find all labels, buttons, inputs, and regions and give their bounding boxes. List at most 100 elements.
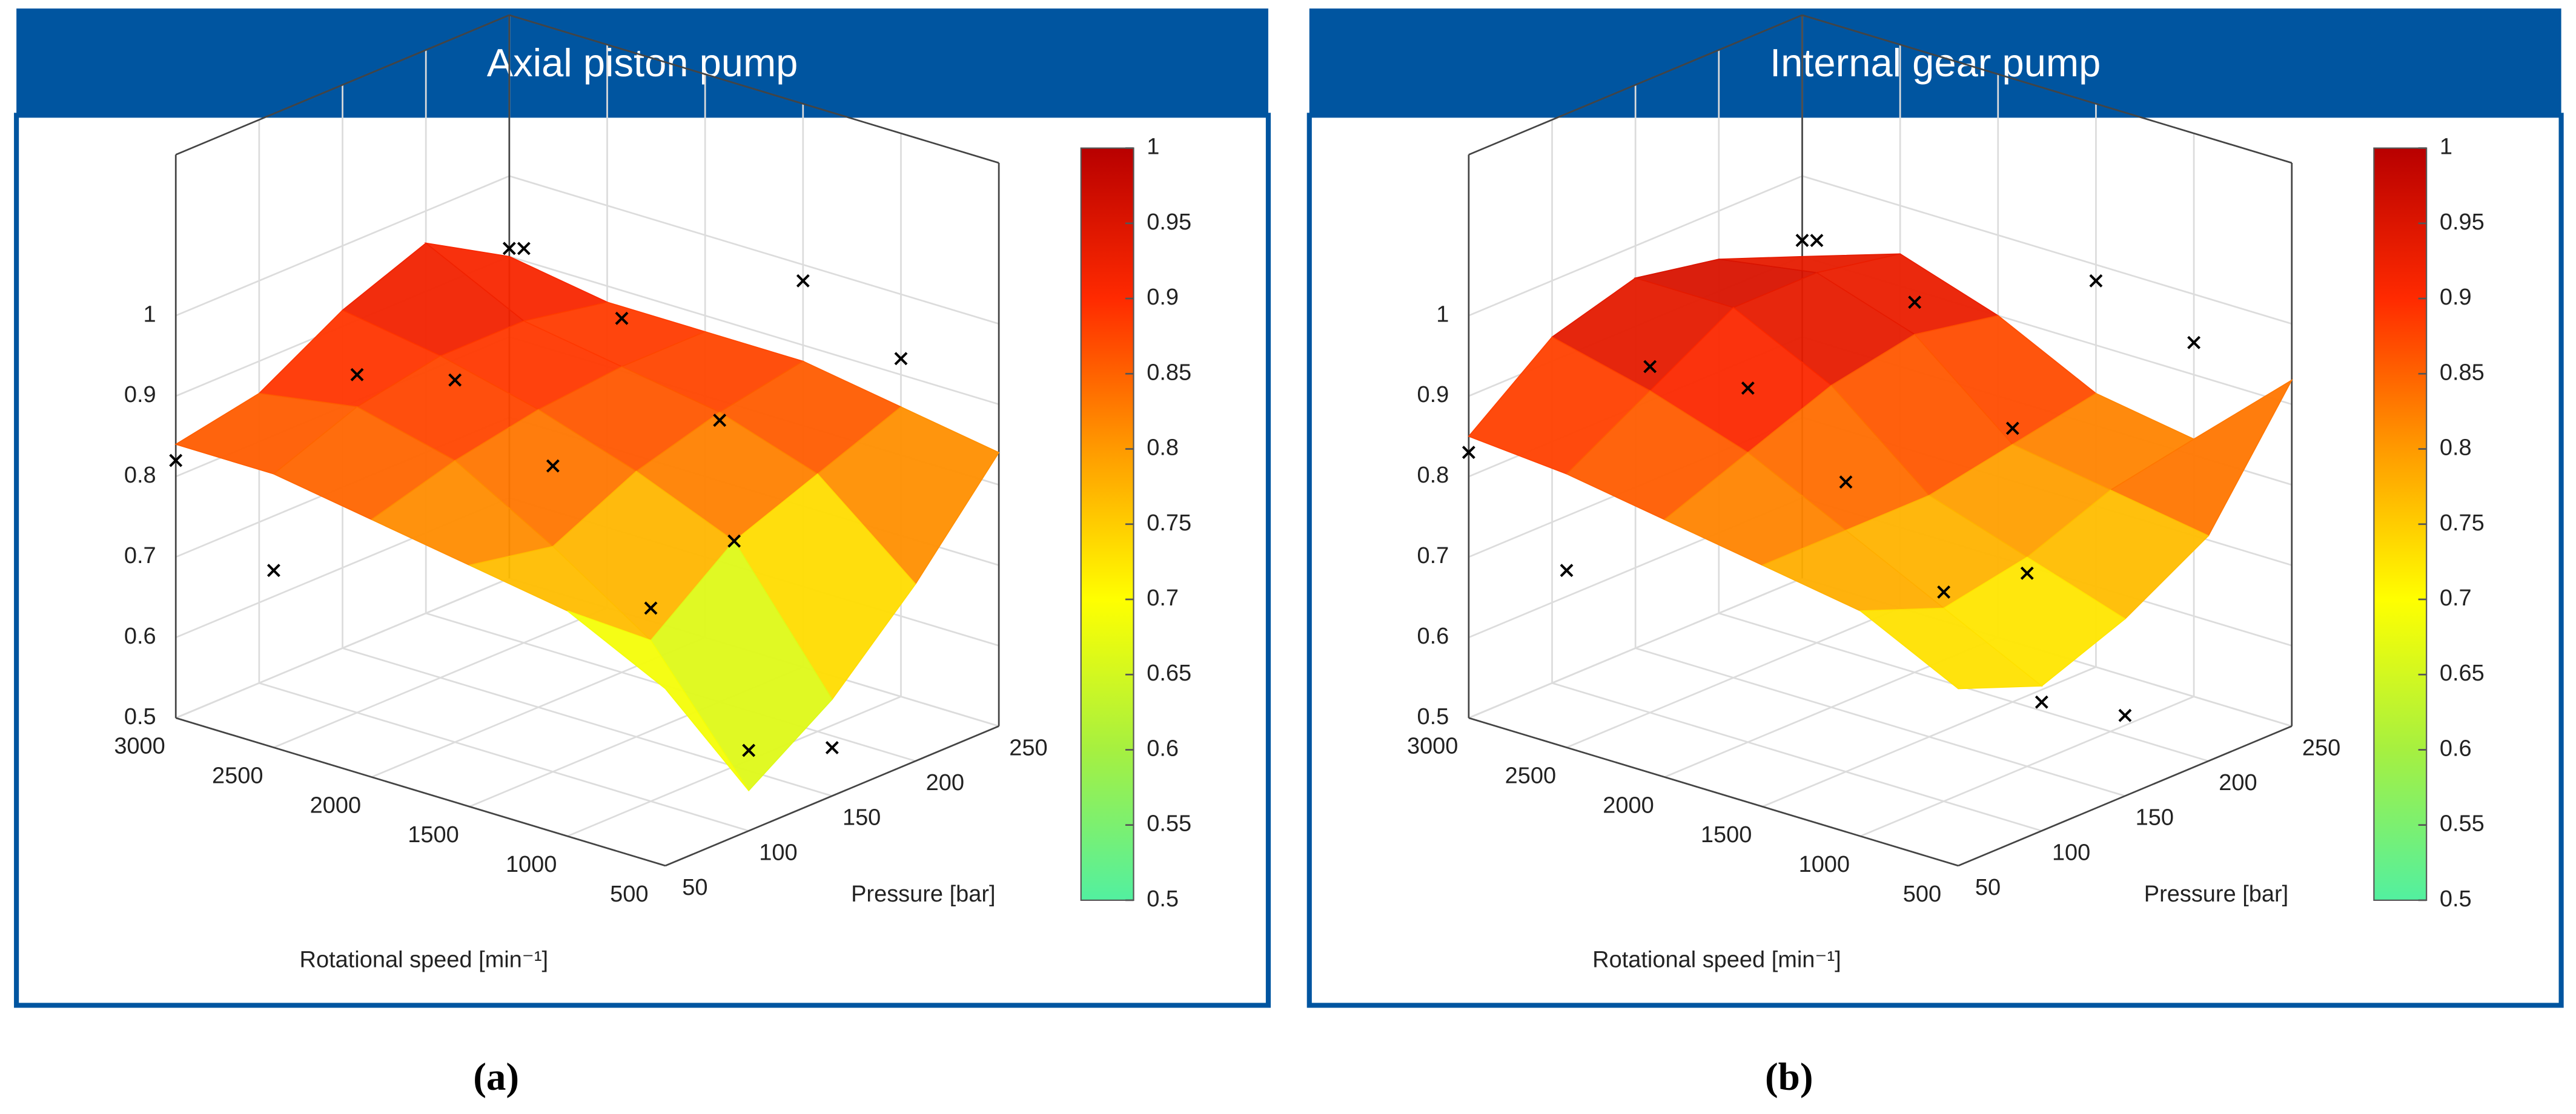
point-stroke xyxy=(350,367,364,381)
y-tick-label: 200 xyxy=(926,770,964,796)
axis-edge xyxy=(1468,717,1959,867)
z-grid-line xyxy=(1802,175,2293,325)
y-tick-label: 150 xyxy=(843,805,881,831)
colorbar-tick-label: 0.8 xyxy=(2440,435,2472,461)
measured-point xyxy=(2118,708,2132,722)
point-stroke xyxy=(894,352,908,366)
colorbar-tick-label: 0.9 xyxy=(1147,285,1179,310)
measured-point xyxy=(546,459,560,473)
point-stroke xyxy=(1908,295,1922,309)
measured-point xyxy=(350,367,364,381)
y-grid-line xyxy=(1635,647,2125,797)
measured-point xyxy=(796,274,810,288)
colorbar-tick-label: 1 xyxy=(2440,134,2452,160)
y-tick-label: 150 xyxy=(2136,805,2174,831)
colorbar-tick-label: 0.75 xyxy=(2440,510,2485,536)
point-stroke xyxy=(742,743,756,757)
x-tick-label: 3000 xyxy=(114,734,165,759)
axis-edge xyxy=(1802,14,2293,164)
y-grid-line xyxy=(1552,682,2042,832)
point-stroke xyxy=(796,274,810,288)
z-tick-label: 0.6 xyxy=(124,624,156,649)
colorbar-tick-label: 0.5 xyxy=(1147,886,1179,912)
x-tick-label: 1500 xyxy=(408,822,459,848)
point-stroke xyxy=(2187,335,2201,349)
z-tick-label: 0.9 xyxy=(1417,382,1449,407)
measured-point xyxy=(1560,564,1574,578)
point-stroke xyxy=(615,311,629,325)
x-tick-label: 3000 xyxy=(1407,734,1458,759)
measured-point xyxy=(1810,234,1824,248)
colorbar-tick-label: 0.9 xyxy=(2440,285,2472,310)
z-tick-label: 1 xyxy=(144,302,156,327)
measured-point xyxy=(727,534,741,548)
colorbar-tick-label: 0.65 xyxy=(2440,661,2485,686)
measured-point xyxy=(1908,295,1922,309)
colorbar-tick-label: 0.7 xyxy=(2440,585,2472,611)
figure-label: (a) xyxy=(473,1055,519,1099)
y-axis-label: Pressure [bar] xyxy=(2144,882,2288,907)
measured-point xyxy=(2187,335,2201,349)
measured-point xyxy=(1839,475,1853,489)
surface-patch xyxy=(1859,607,2044,690)
measured-point xyxy=(644,601,658,615)
y-grid-line xyxy=(259,682,749,832)
x-tick-label: 2500 xyxy=(1505,763,1556,788)
point-stroke xyxy=(1741,381,1755,395)
colorbar-tick-label: 0.95 xyxy=(2440,209,2485,235)
y-tick-label: 50 xyxy=(682,875,707,900)
measured-point xyxy=(2035,695,2048,709)
colorbar-tick-label: 0.8 xyxy=(1147,435,1179,461)
z-tick-label: 0.9 xyxy=(124,382,156,407)
colorbar-tick-label: 0.55 xyxy=(1147,811,1191,837)
panel-title: Internal gear pump xyxy=(1770,41,2101,85)
axis-edge xyxy=(664,725,999,867)
panel-header xyxy=(1309,8,2561,116)
x-axis-label: Rotational speed [min⁻¹] xyxy=(1592,947,1841,972)
panel-title: Axial piston pump xyxy=(487,41,798,85)
x-tick-label: 2000 xyxy=(1603,793,1654,818)
y-tick-label: 100 xyxy=(759,840,797,865)
measured-point xyxy=(517,242,531,255)
y-axis-label: Pressure [bar] xyxy=(851,882,995,907)
z-tick-label: 1 xyxy=(1436,302,1449,327)
point-stroke xyxy=(1795,234,1809,247)
z-tick-label: 0.8 xyxy=(1417,463,1449,488)
measured-point xyxy=(1937,585,1951,599)
measured-point xyxy=(825,740,839,754)
measured-point xyxy=(1462,446,1475,460)
colorbar-tick-label: 0.75 xyxy=(1147,510,1191,536)
measured-point xyxy=(2005,421,2019,435)
y-tick-label: 250 xyxy=(1009,735,1047,760)
point-stroke xyxy=(267,564,280,578)
point-stroke xyxy=(1937,585,1951,599)
point-stroke xyxy=(2035,695,2048,709)
point-stroke xyxy=(169,453,183,467)
measured-point xyxy=(267,564,280,578)
z-tick-label: 0.5 xyxy=(124,704,156,730)
point-stroke xyxy=(2020,566,2034,580)
point-stroke xyxy=(713,414,727,427)
y-tick-label: 250 xyxy=(2302,735,2340,760)
colorbar-tick-label: 0.65 xyxy=(1147,661,1191,686)
x-tick-label: 1500 xyxy=(1701,822,1752,848)
panel-header xyxy=(16,8,1268,116)
point-stroke xyxy=(2005,421,2019,435)
x-tick-label: 500 xyxy=(1903,882,1941,907)
point-stroke xyxy=(644,601,658,615)
measured-point xyxy=(615,311,629,325)
colorbar-tick-label: 0.85 xyxy=(2440,360,2485,385)
measured-point xyxy=(169,453,183,467)
point-stroke xyxy=(1462,446,1475,460)
surface-patch xyxy=(567,610,749,791)
point-stroke xyxy=(727,534,741,548)
colorbar-tick-label: 0.6 xyxy=(2440,736,2472,761)
axis-edge xyxy=(175,14,510,156)
z-tick-label: 0.8 xyxy=(124,463,156,488)
measured-point xyxy=(2020,566,2034,580)
point-stroke xyxy=(502,242,516,255)
measured-point xyxy=(502,242,516,255)
z-tick-label: 0.7 xyxy=(1417,543,1449,569)
z-tick-label: 0.7 xyxy=(124,543,156,569)
